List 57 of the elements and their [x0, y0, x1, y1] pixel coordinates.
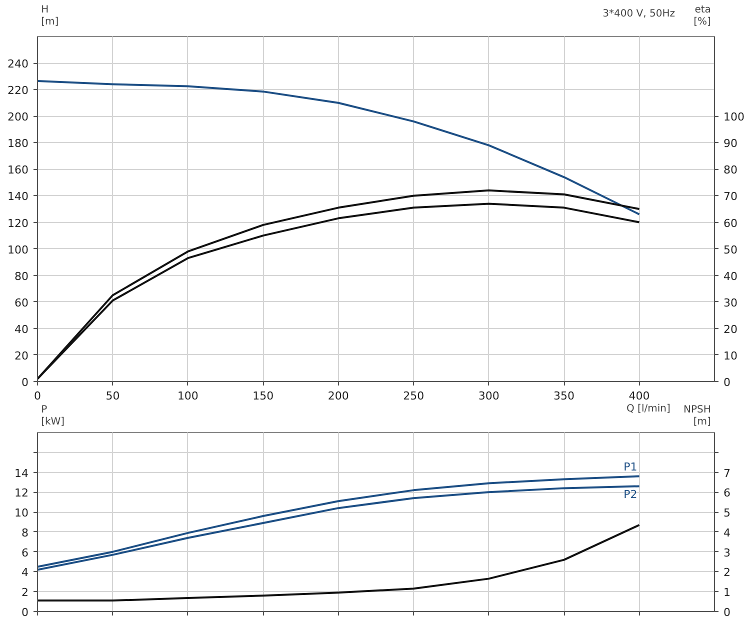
y-axis-title: P [kW]: [41, 404, 65, 428]
x-tick-label: 200: [328, 390, 349, 402]
y2-axis-title: eta [%]: [694, 4, 712, 28]
y-tick-label: 20: [14, 349, 29, 362]
y-tick-label: 12: [14, 486, 29, 500]
y-tick-label: 120: [8, 216, 29, 230]
y2-tick-label: 100: [724, 110, 744, 124]
x-tick-label: 350: [554, 390, 575, 402]
x-tick-label: 50: [106, 390, 120, 402]
y-tick-label: 4: [22, 566, 28, 580]
y-tick-label: 100: [8, 243, 29, 256]
y-axis-title: H [m]: [41, 4, 59, 28]
x-tick-label: 150: [252, 390, 274, 402]
x-tick-label: 400: [628, 390, 650, 402]
series-label: P1: [624, 460, 638, 474]
y-tick-label: 6: [22, 546, 28, 560]
y2-tick-label: 60: [724, 216, 738, 230]
y2-tick-label: 90: [724, 137, 738, 150]
y2-tick-label: 1: [724, 586, 730, 600]
y-tick-label: 160: [8, 164, 29, 177]
y2-tick-label: 6: [724, 486, 730, 500]
series-label: P2: [624, 488, 638, 502]
y2-tick-label: 7: [724, 466, 730, 480]
y-tick-label: 0: [22, 606, 28, 619]
x-tick-label: 100: [177, 390, 198, 402]
y2-tick-label: 5: [724, 506, 730, 520]
y2-tick-label: 50: [724, 243, 738, 256]
y2-tick-label: 70: [724, 190, 738, 204]
y-tick-label: 0: [22, 376, 28, 389]
x-tick-label: 300: [478, 390, 500, 402]
y-tick-label: 180: [8, 137, 29, 150]
y2-tick-label: 0: [724, 606, 730, 619]
y-tick-label: 240: [8, 58, 29, 71]
y2-tick-label: 30: [724, 296, 738, 310]
x-axis-title: Q [l/min]: [626, 404, 670, 414]
x-tick-label: 0: [34, 390, 41, 402]
y2-tick-label: 4: [724, 526, 730, 540]
y-tick-label: 220: [8, 84, 29, 98]
y-tick-label: 60: [14, 296, 29, 310]
y-tick-label: 8: [22, 526, 28, 540]
y2-tick-label: 0: [724, 376, 730, 389]
y-tick-label: 40: [14, 322, 29, 336]
y-tick-label: 10: [14, 506, 29, 520]
y-tick-label: 80: [14, 270, 29, 283]
y2-axis-title: NPSH [m]: [684, 404, 712, 428]
y-tick-label: 2: [22, 586, 28, 600]
y-tick-label: 140: [8, 190, 29, 204]
y-tick-label: 14: [14, 466, 29, 480]
y-tick-label: 200: [8, 110, 29, 124]
y2-tick-label: 40: [724, 270, 738, 283]
y2-tick-label: 10: [724, 349, 738, 362]
y2-tick-label: 2: [724, 566, 730, 580]
y2-tick-label: 20: [724, 322, 738, 336]
chart-title: 3*400 V, 50Hz: [602, 8, 675, 20]
x-tick-label: 250: [403, 390, 424, 402]
y2-tick-label: 3: [724, 546, 730, 560]
y2-tick-label: 80: [724, 164, 738, 177]
